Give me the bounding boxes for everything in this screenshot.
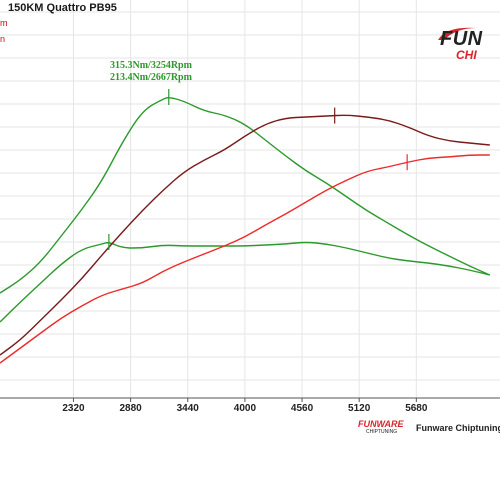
swoosh-icon xyxy=(438,27,476,40)
chart-title: 150KM Quattro PB95 xyxy=(8,2,117,14)
legend-mark-1: m xyxy=(0,18,8,28)
series-line-1 xyxy=(0,96,491,294)
x-tick-label: 5680 xyxy=(405,403,428,414)
footer-logo-sub: CHIPTUNING xyxy=(366,429,398,435)
x-tick-label: 2320 xyxy=(62,403,85,414)
annotation-max-torque-stock: 315.3Nm/3254Rpm xyxy=(110,60,192,71)
annotation-max-torque-tuned: 213.4Nm/2667Rpm xyxy=(110,72,192,83)
x-tick-label: 5120 xyxy=(348,403,371,414)
x-tick-label: 4560 xyxy=(290,403,314,414)
legend-mark-2: n xyxy=(0,34,6,44)
series-layer xyxy=(0,96,491,364)
footer-logo: FUNWARE CHIPTUNING xyxy=(356,418,408,436)
brand-logo: FUN CHI xyxy=(436,18,500,66)
x-tick-label: 3440 xyxy=(176,403,199,414)
logo-text: FUN xyxy=(440,28,483,50)
x-tick-label: 2880 xyxy=(119,403,142,414)
footer-brand-text: Funware Chiptuning xyxy=(416,423,500,433)
x-tick-label: 4000 xyxy=(233,403,257,414)
logo-sub: CHI xyxy=(456,48,477,62)
chart-grid xyxy=(0,0,500,402)
marker-layer xyxy=(108,89,408,250)
footer-logo-text: FUNWARE xyxy=(358,419,404,429)
series-line-3 xyxy=(0,114,490,356)
series-line-4 xyxy=(0,154,490,364)
